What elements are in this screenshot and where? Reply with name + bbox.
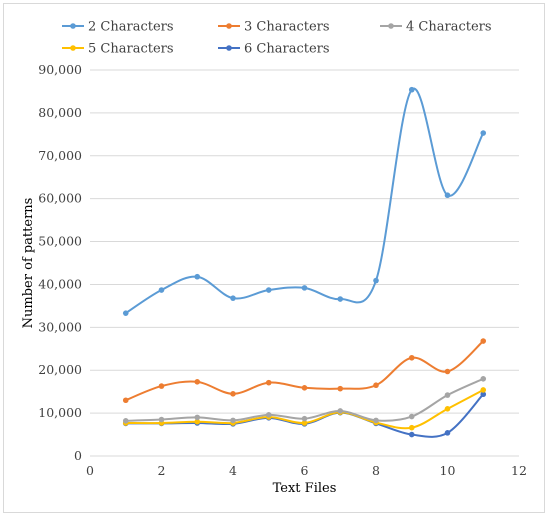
y-tick-label: 10,000 [38, 405, 82, 420]
data-point [444, 368, 451, 375]
series-3-characters [122, 338, 487, 404]
data-point [194, 418, 201, 425]
series-line [125, 393, 484, 438]
data-point [444, 192, 451, 199]
data-point [373, 382, 379, 389]
y-tick-label: 0 [74, 448, 82, 463]
y-tick-label: 70,000 [38, 148, 82, 163]
legend-item: 2 Characters [62, 20, 174, 35]
data-point [408, 431, 415, 438]
legend: 2 Characters 3 Characters 4 Characters 5 Ch… [62, 20, 492, 57]
data-point [337, 385, 344, 392]
data-point [373, 277, 379, 284]
legend-label: 3 Characters [244, 20, 330, 35]
data-point [158, 383, 165, 389]
data-point [230, 295, 236, 301]
legend-swatch-marker [226, 23, 232, 29]
data-point [122, 397, 129, 404]
gridlines [90, 69, 519, 457]
y-tick-label: 20,000 [38, 362, 82, 377]
x-tick-label: 6 [301, 463, 309, 478]
series-lines [122, 86, 487, 438]
legend-swatch-marker [388, 23, 394, 29]
x-tick-label: 2 [158, 463, 166, 478]
data-point [301, 385, 308, 391]
data-point [373, 417, 379, 424]
data-point [408, 86, 415, 93]
data-point [265, 287, 272, 293]
data-point [480, 130, 487, 136]
legend-item: 5 Characters [62, 42, 174, 57]
x-tick-label: 12 [511, 463, 527, 478]
legend-label: 6 Characters [244, 42, 330, 57]
x-tick-label: 4 [229, 463, 237, 478]
x-tick-label: 8 [372, 463, 380, 478]
data-point [230, 417, 236, 424]
data-point [337, 408, 344, 414]
x-axis-title: Text Files [273, 481, 337, 496]
series-6-characters [122, 391, 487, 438]
x-tick-label: 10 [440, 463, 456, 478]
data-point [301, 285, 308, 291]
legend-swatch-marker [70, 23, 76, 29]
legend-swatch-marker [226, 45, 232, 51]
data-point [301, 420, 308, 426]
data-point [158, 287, 165, 293]
data-point [480, 376, 487, 382]
data-point [480, 391, 487, 398]
data-point [444, 430, 451, 436]
legend-label: 4 Characters [406, 20, 492, 35]
data-point [301, 415, 308, 422]
legend-swatch-marker [70, 45, 76, 51]
legend-label: 5 Characters [88, 42, 174, 57]
y-tick-label: 90,000 [38, 62, 82, 77]
y-tick-label: 60,000 [38, 191, 82, 206]
y-tick-label: 30,000 [38, 319, 82, 334]
legend-item: 4 Characters [380, 20, 492, 35]
y-axis-title: Number of patterns [21, 198, 36, 329]
y-tick-label: 50,000 [38, 234, 82, 249]
data-point [158, 416, 165, 423]
series-4-characters [122, 376, 487, 424]
y-tick-label: 40,000 [38, 276, 82, 291]
data-point [480, 338, 487, 344]
data-point [194, 273, 201, 280]
legend-label: 2 Characters [88, 20, 174, 35]
data-point [194, 414, 201, 421]
data-point [230, 391, 236, 397]
data-point [444, 392, 451, 398]
data-point [408, 424, 415, 431]
data-point [122, 310, 129, 316]
data-point [265, 412, 272, 418]
legend-item: 6 Characters [218, 42, 330, 57]
axes: 0 10,000 20,000 30,000 40,000 50,000 60,000 70,… [38, 62, 527, 478]
data-point [444, 406, 451, 412]
data-point [122, 418, 129, 424]
series-2-characters [122, 86, 487, 316]
x-tick-label: 0 [86, 463, 94, 478]
data-point [265, 379, 272, 386]
y-tick-label: 80,000 [38, 105, 82, 120]
data-point [194, 379, 201, 385]
series-line [125, 87, 485, 315]
data-point [408, 354, 415, 361]
data-point [337, 296, 344, 302]
legend-item: 3 Characters [218, 20, 330, 35]
data-point [408, 413, 415, 420]
data-point [480, 387, 487, 393]
